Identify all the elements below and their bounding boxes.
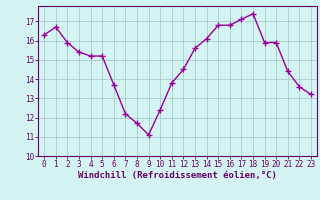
- X-axis label: Windchill (Refroidissement éolien,°C): Windchill (Refroidissement éolien,°C): [78, 171, 277, 180]
